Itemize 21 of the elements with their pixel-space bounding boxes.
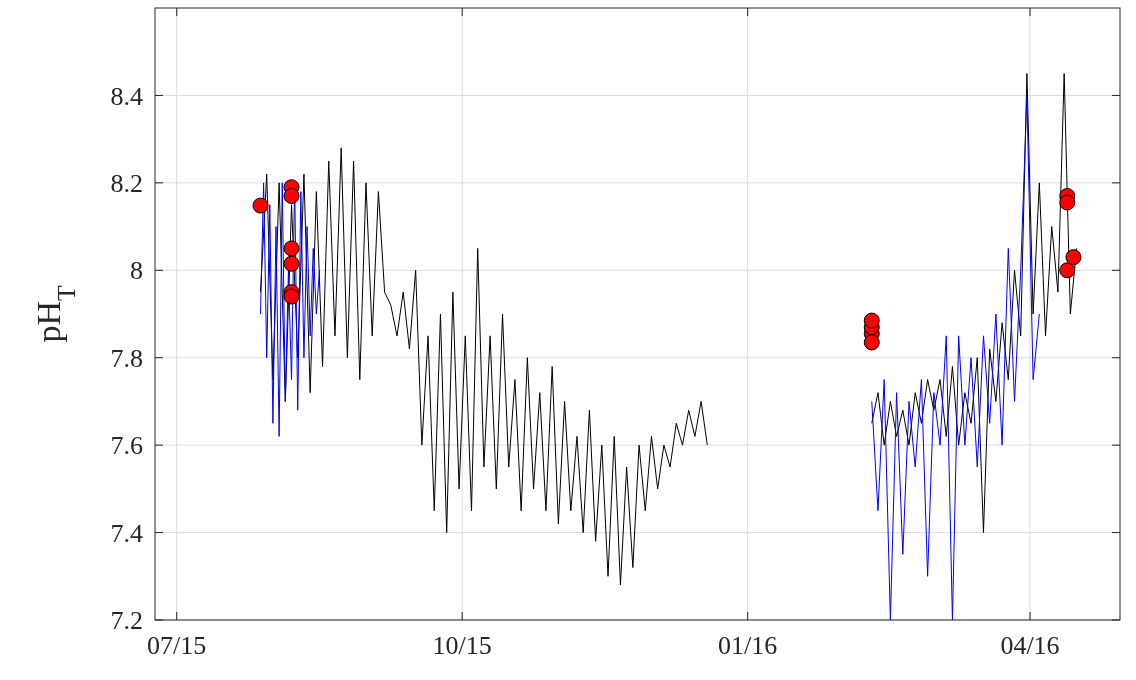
y-tick-label: 8.4 — [110, 81, 143, 111]
point — [1059, 262, 1076, 279]
point — [283, 255, 300, 272]
point — [1065, 249, 1082, 266]
x-tick-label: 10/15 — [432, 631, 492, 660]
y-tick-label: 8.2 — [110, 168, 143, 198]
point — [283, 288, 300, 305]
x-tick-label: 04/16 — [1000, 631, 1060, 660]
point — [863, 334, 880, 351]
point — [863, 312, 880, 329]
y-tick-label: 7.8 — [110, 343, 143, 373]
x-tick-label: 07/15 — [147, 631, 207, 660]
x-tick-label: 01/16 — [718, 631, 778, 660]
y-tick-label: 7.2 — [110, 606, 143, 636]
y-tick-label: 7.6 — [110, 431, 143, 461]
y-tick-label: 7.4 — [110, 518, 143, 548]
y-tick-label: 8 — [130, 256, 143, 286]
point — [252, 197, 269, 214]
point — [283, 187, 300, 204]
point — [283, 240, 300, 257]
point — [1059, 194, 1076, 211]
